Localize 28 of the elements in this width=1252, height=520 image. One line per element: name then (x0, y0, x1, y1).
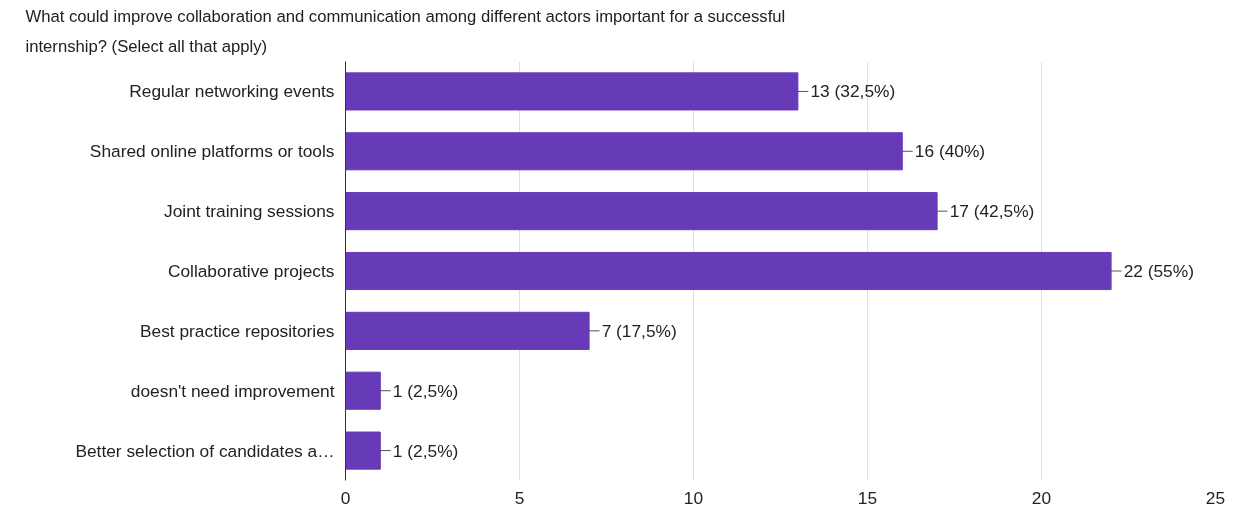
bar (345, 132, 903, 171)
y-tick-label: Collaborative projects (167, 261, 335, 281)
bar (345, 72, 799, 111)
x-tick-label: 25 (1205, 487, 1226, 508)
data-label: 1 (2,5%) (392, 380, 459, 401)
bar (345, 251, 1112, 291)
x-tick-label: 5 (514, 487, 525, 508)
y-tick-label: Regular networking events (129, 81, 335, 102)
data-label: 16 (40%) (914, 141, 986, 162)
y-tick-label: Best practice repositories (139, 320, 335, 341)
chart-title: What could improve collaboration and communication among different actors important for a successful internship? (Select all that apply) (25, 7, 786, 57)
data-label: 7 (17,5%) (601, 320, 677, 341)
bar (345, 371, 381, 410)
y-tick-label: doesn't need improvement (130, 380, 335, 401)
y-tick-label: Shared online platforms or tools (89, 141, 335, 162)
bar (345, 192, 938, 231)
x-tick-label: 0 (340, 487, 351, 508)
data-label: 13 (32,5%) (810, 81, 896, 102)
x-tick-label: 20 (1031, 487, 1052, 508)
bar (345, 311, 590, 350)
y-tick-label: Joint training sessions (164, 201, 335, 222)
data-label: 22 (55%) (1123, 261, 1194, 281)
data-label: 17 (42,5%) (949, 201, 1035, 222)
y-tick-label: Better selection of candidates a… (75, 440, 335, 461)
x-tick-label: 15 (857, 487, 878, 508)
bar (345, 431, 381, 470)
x-tick-label: 10 (683, 487, 704, 508)
data-label: 1 (2,5%) (392, 440, 459, 461)
